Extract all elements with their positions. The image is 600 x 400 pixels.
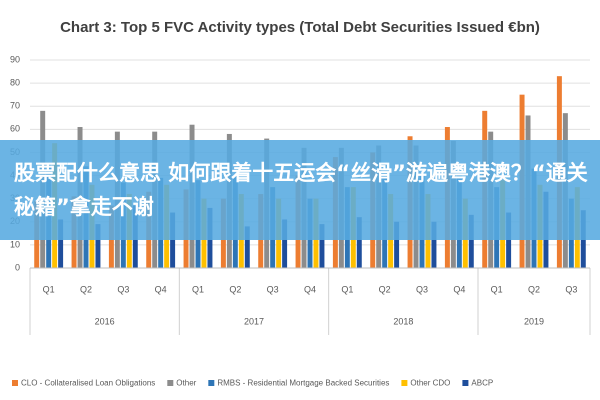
legend-label: ABCP [471, 379, 493, 388]
banner: 股票配什么意思 如何跟着十五运会“丝滑”游遍粤港澳？“通关秘籍”拿走不谢 [0, 140, 600, 240]
y-tick-label: 60 [10, 124, 20, 134]
bar [244, 226, 250, 268]
legend-swatch [462, 380, 469, 386]
legend-swatch [12, 380, 18, 386]
legend-swatch [167, 380, 174, 386]
x-tick-label: Q1 [341, 284, 353, 294]
x-tick-label: Q2 [528, 284, 540, 294]
legend-label: Other CDO [410, 379, 450, 388]
x-tick-label: Q2 [229, 284, 241, 294]
chart-title: Chart 3: Top 5 FVC Activity types (Total… [60, 19, 540, 36]
x-tick-label: Q3 [267, 284, 279, 294]
x-tick-label: Q1 [192, 284, 204, 294]
legend-swatch [401, 380, 408, 386]
x-group-label: 2017 [244, 316, 264, 326]
y-tick-label: 0 [15, 262, 20, 272]
x-tick-label: Q4 [453, 284, 465, 294]
x-tick-label: Q3 [117, 284, 129, 294]
bar [431, 221, 437, 268]
bar [170, 212, 176, 268]
bar [319, 224, 325, 268]
bar [282, 219, 288, 268]
x-group-label: 2019 [524, 316, 544, 326]
x-group-label: 2018 [393, 316, 413, 326]
legend-label: Other [176, 379, 196, 388]
y-tick-label: 90 [10, 54, 20, 64]
y-tick-label: 80 [10, 77, 20, 87]
y-tick-label: 10 [10, 239, 20, 249]
x-tick-label: Q3 [565, 284, 577, 294]
bar [356, 217, 362, 268]
x-tick-label: Q1 [43, 284, 55, 294]
x-tick-label: Q2 [379, 284, 391, 294]
x-tick-label: Q1 [491, 284, 503, 294]
x-tick-label: Q2 [80, 284, 92, 294]
bar [468, 214, 474, 268]
x-tick-label: Q3 [416, 284, 428, 294]
legend-label: RMBS - Residential Mortgage Backed Secur… [217, 379, 389, 388]
bar [95, 224, 101, 268]
legend-label: CLO - Collateralised Loan Obligations [21, 379, 155, 388]
bar [506, 212, 512, 268]
x-tick-label: Q4 [304, 284, 316, 294]
y-tick-label: 70 [10, 101, 20, 111]
bar [394, 221, 400, 268]
x-group-label: 2016 [95, 316, 115, 326]
x-tick-label: Q4 [155, 284, 167, 294]
bar [58, 219, 64, 268]
legend-swatch [208, 380, 215, 386]
